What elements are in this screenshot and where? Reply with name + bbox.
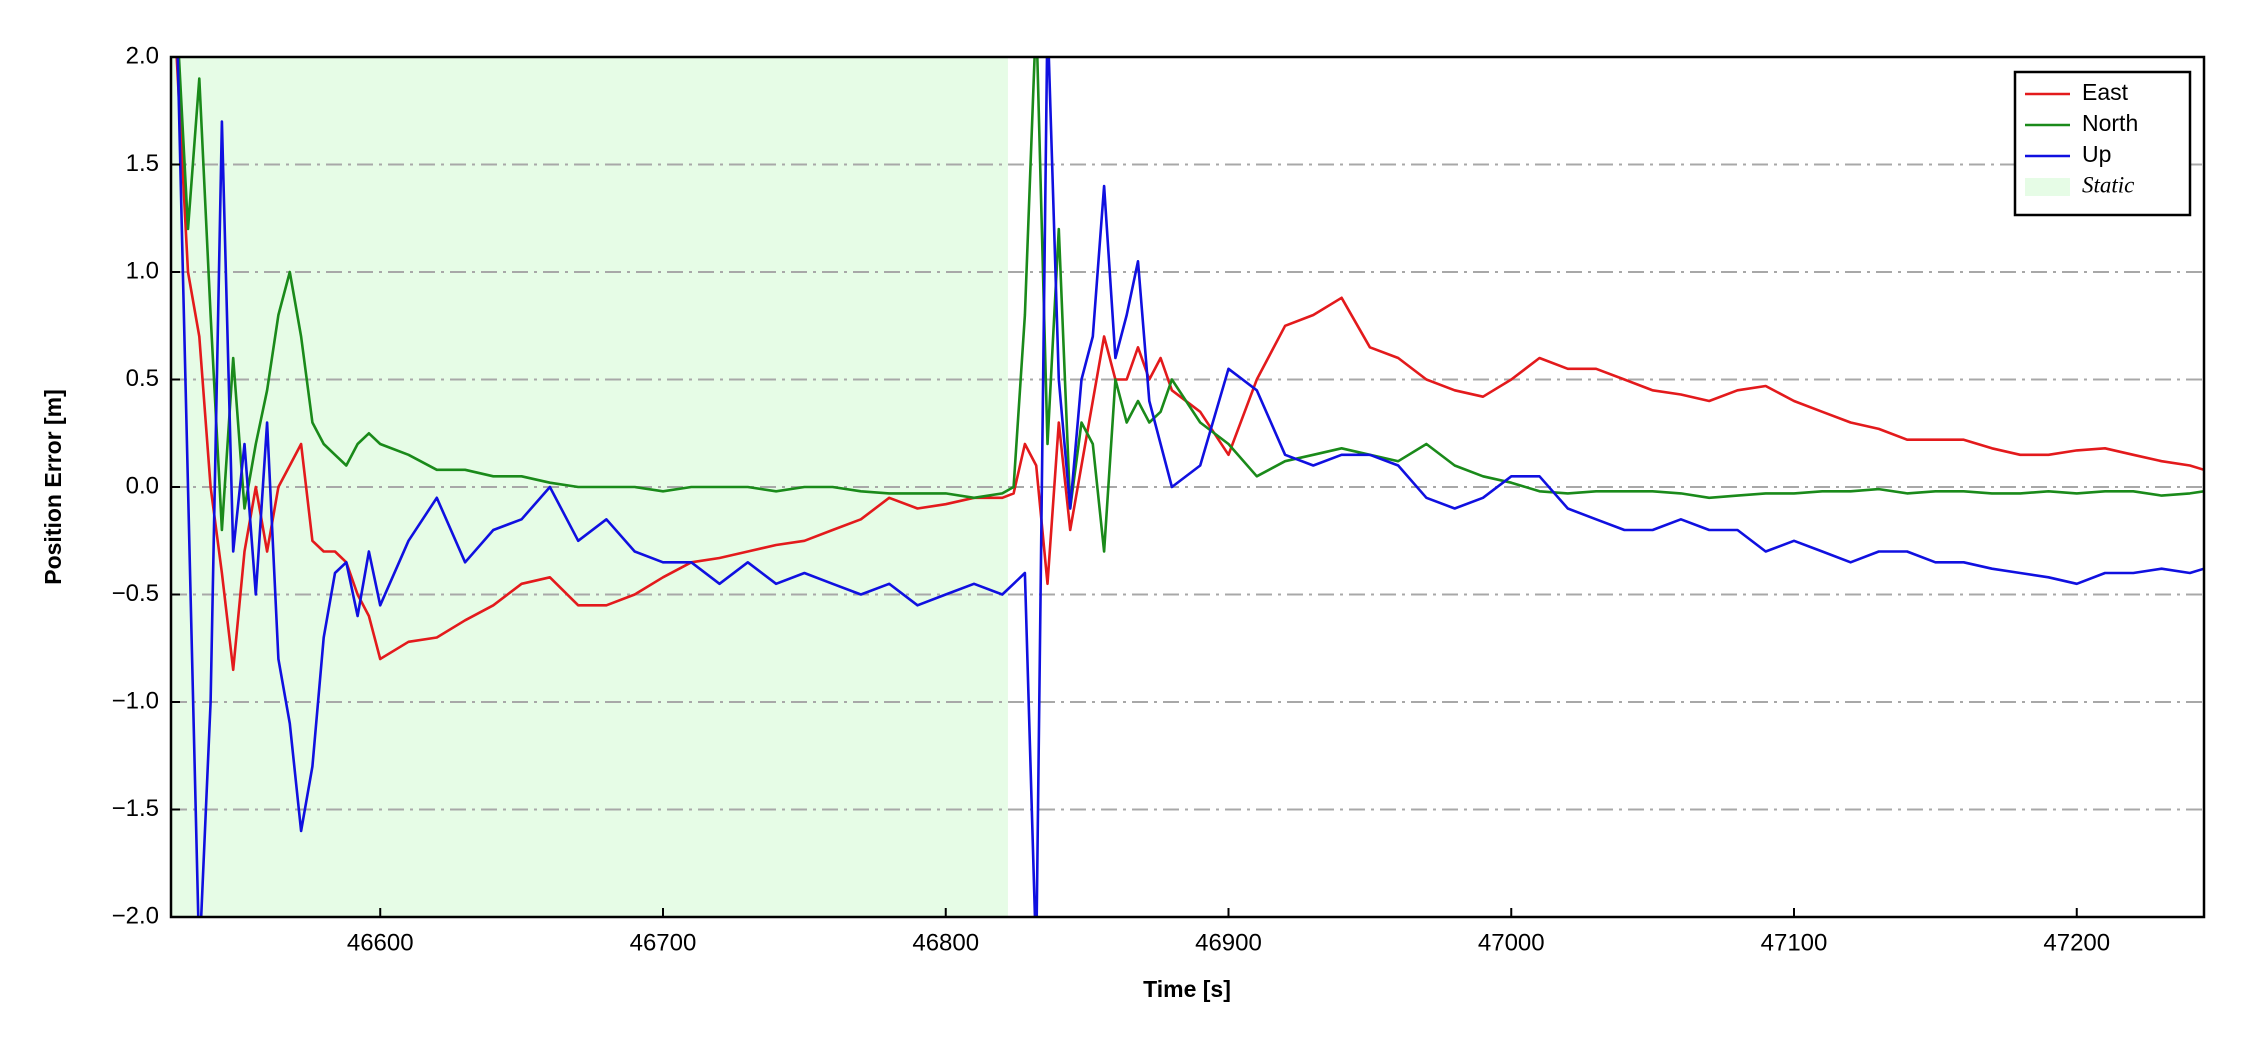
x-tick-label: 47100: [1761, 929, 1828, 956]
ticks: −2.0 −1.5 −1.0 −0.5 0.0 0.5 1.0 1.5 2.0 46600 4670…: [112, 42, 2111, 956]
y-tick-label: 1.0: [126, 257, 159, 284]
x-tick-label: 47000: [1478, 929, 1545, 956]
lines: [175, 57, 2204, 917]
x-tick-label: 46800: [912, 929, 979, 956]
x-tick-label: 46600: [347, 929, 414, 956]
y-tick-label: −1.5: [112, 795, 159, 822]
legend: East North Up Static: [2013, 70, 2192, 217]
y-tick-label: −0.5: [112, 580, 159, 607]
legend-label: Static: [2082, 172, 2134, 197]
legend-label: Up: [2082, 141, 2111, 167]
y-tick-label: 0.5: [126, 365, 159, 392]
y-tick-label: 2.0: [126, 42, 159, 69]
series-line: [176, 57, 2204, 917]
y-tick-label: 1.5: [126, 150, 159, 177]
y-axis-title: Position Error [m]: [40, 389, 66, 585]
x-tick-label: 46700: [630, 929, 697, 956]
series-line: [175, 57, 2204, 672]
legend-label: North: [2082, 110, 2138, 136]
x-tick-label: 47200: [2043, 929, 2110, 956]
y-tick-label: −2.0: [112, 902, 159, 929]
legend-swatch: [2025, 178, 2070, 196]
x-axis-title: Time [s]: [1143, 976, 1231, 1002]
y-tick-label: 0.0: [126, 472, 159, 499]
y-tick-label: −1.0: [112, 687, 159, 714]
x-tick-label: 46900: [1195, 929, 1262, 956]
legend-label: East: [2082, 79, 2129, 105]
